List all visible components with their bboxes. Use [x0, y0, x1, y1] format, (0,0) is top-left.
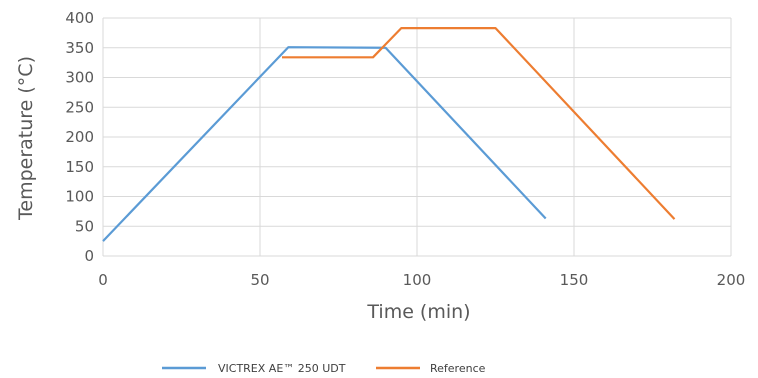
x-tick-label: 200: [717, 271, 746, 289]
grid: [102, 17, 732, 257]
series-line-0: [102, 46, 547, 242]
y-axis-ticks: 0 50 100 150 200 250 300 350 400: [65, 9, 94, 265]
y-tick-label: 50: [75, 217, 94, 235]
y-tick-label: 150: [65, 158, 94, 176]
y-tick-label: 350: [65, 39, 94, 57]
x-tick-label: 50: [250, 271, 269, 289]
series-line-1: [282, 27, 676, 220]
series-group: [102, 27, 676, 242]
y-tick-label: 0: [84, 247, 94, 265]
legend: VICTREX AE™ 250 UDT Reference: [162, 362, 486, 375]
x-axis-title: Time (min): [366, 301, 470, 323]
y-axis-title: Temperature (°C): [15, 56, 37, 221]
x-axis-ticks: 0 50 100 150 200: [98, 271, 745, 289]
legend-label-0: VICTREX AE™ 250 UDT: [218, 362, 346, 375]
y-tick-label: 300: [65, 69, 94, 87]
x-tick-label: 150: [560, 271, 589, 289]
y-tick-label: 200: [65, 128, 94, 146]
y-tick-label: 400: [65, 9, 94, 27]
x-tick-label: 0: [98, 271, 108, 289]
y-tick-label: 100: [65, 188, 94, 206]
y-tick-label: 250: [65, 98, 94, 116]
x-tick-label: 100: [403, 271, 432, 289]
legend-label-1: Reference: [430, 362, 486, 375]
